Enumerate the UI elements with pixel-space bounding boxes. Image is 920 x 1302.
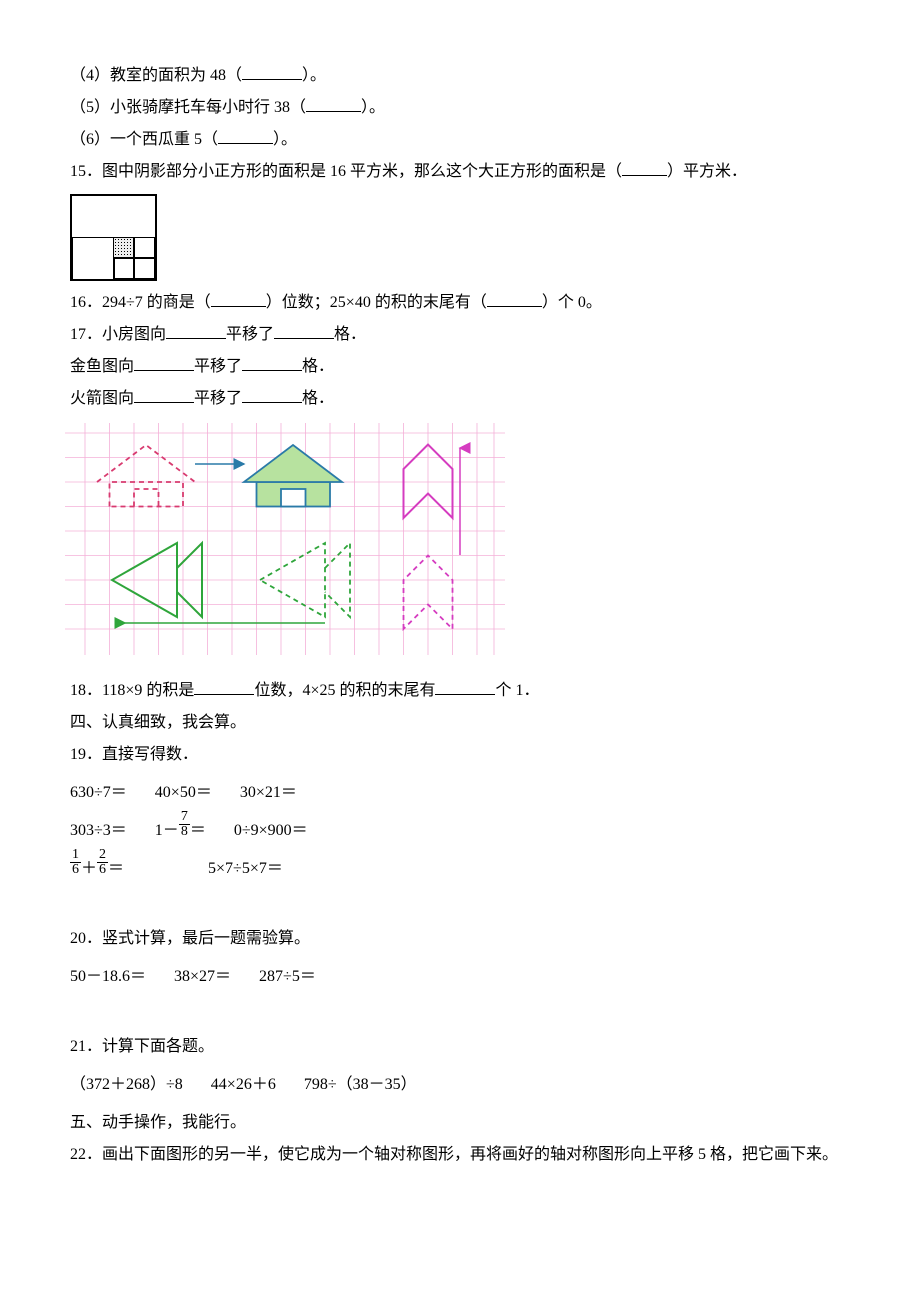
q14-6: （6）一个西瓜重 5（ ）。: [70, 124, 850, 156]
q19-r3-e1b: ＝: [108, 860, 124, 877]
q20-e2: 38×27＝: [174, 961, 231, 993]
q21-e3: 798÷（38－35）: [304, 1069, 417, 1101]
q14-5-text: （5）小张骑摩托车每小时行 38（: [70, 99, 306, 116]
frac-2-6: 26: [97, 848, 108, 877]
q17-l1c: 格．: [334, 326, 366, 343]
q17-l2a: 金鱼图向: [70, 358, 134, 375]
q20-e1: 50－18.6＝: [70, 961, 146, 993]
section5-title: 五、动手操作，我能行。: [70, 1107, 850, 1139]
q18: 18．118×9 的积是 位数，4×25 的积的末尾有 个 1．: [70, 675, 850, 707]
q17-l3: 火箭图向 平移了 格．: [70, 383, 850, 415]
q14-5: （5）小张骑摩托车每小时行 38（ ）。: [70, 92, 850, 124]
q17-l3c: 格．: [302, 390, 334, 407]
frac-1-6: 16: [70, 848, 81, 877]
q17-l1a: 17．小房图向: [70, 326, 166, 343]
q15-cell-r1: [133, 237, 155, 259]
q17-figure: [65, 423, 850, 667]
q17-l3a: 火箭图向: [70, 390, 134, 407]
q17-l2-blank2[interactable]: [242, 354, 302, 371]
q19-r1-e3: 30×21＝: [240, 777, 297, 809]
q19-row2: 303÷3＝ 1－78＝ 0÷9×900＝: [70, 815, 850, 847]
q17-l1: 17．小房图向 平移了 格．: [70, 319, 850, 351]
q15-text-a: 15．图中阴影部分小正方形的面积是 16 平方米，那么这个大正方形的面积是（: [70, 163, 622, 180]
q19-r2-e3: 0÷9×900＝: [234, 815, 308, 847]
frac-7-8-num: 7: [179, 810, 190, 824]
q21-e2: 44×26＋6: [211, 1069, 276, 1101]
q16-c: ）个 0。: [542, 294, 602, 311]
frac-2-6-den: 6: [97, 862, 108, 877]
q17-l3b: 平移了: [194, 390, 242, 407]
q19-r2-e2: 1－78＝: [155, 815, 206, 847]
q14-5-tail: ）。: [361, 99, 385, 116]
section4-title: 四、认真细致，我会算。: [70, 707, 850, 739]
q20-title: 20．竖式计算，最后一题需验算。: [70, 923, 850, 955]
q17-l3-blank2[interactable]: [242, 386, 302, 403]
q15-blank[interactable]: [622, 159, 667, 176]
q16-a: 16．294÷7 的商是（: [70, 294, 211, 311]
q17-l1b: 平移了: [226, 326, 274, 343]
q19-title: 19．直接写得数．: [70, 739, 850, 771]
q15: 15．图中阴影部分小正方形的面积是 16 平方米，那么这个大正方形的面积是（ ）平…: [70, 156, 850, 188]
q21-e1: （372＋268）÷8: [70, 1069, 183, 1101]
q21-row: （372＋268）÷8 44×26＋6 798÷（38－35）: [70, 1069, 850, 1101]
q15-cell-r3: [133, 257, 155, 279]
q14-4-blank[interactable]: [242, 63, 302, 80]
q17-l2-blank1[interactable]: [134, 354, 194, 371]
q15-cell-shaded: [113, 237, 135, 259]
q21-title: 21．计算下面各题。: [70, 1031, 850, 1063]
q18-blank2[interactable]: [435, 678, 495, 695]
q14-5-blank[interactable]: [306, 95, 361, 112]
frac-7-8-den: 8: [179, 824, 190, 839]
q14-4-tail: ）。: [302, 67, 326, 84]
q18-blank1[interactable]: [194, 678, 254, 695]
q15-text-b: ）平方米．: [667, 163, 747, 180]
q17-l2c: 格．: [302, 358, 334, 375]
house-solid: [244, 445, 342, 507]
q17-svg: [65, 423, 505, 655]
q14-6-tail: ）。: [273, 131, 297, 148]
q17-l1-blank1[interactable]: [166, 322, 226, 339]
q22: 22．画出下面图形的另一半，使它成为一个轴对称图形，再将画好的轴对称图形向上平移…: [70, 1139, 850, 1171]
q14-6-text: （6）一个西瓜重 5（: [70, 131, 218, 148]
q18-a: 18．118×9 的积是: [70, 682, 194, 699]
q16-blank2[interactable]: [487, 290, 542, 307]
q19-r2-e2a: 1－: [155, 822, 179, 839]
q20-row: 50－18.6＝ 38×27＝ 287÷5＝: [70, 961, 850, 993]
q17-l3-blank1[interactable]: [134, 386, 194, 403]
q15-cell-r2: [113, 257, 135, 279]
q17-l2b: 平移了: [194, 358, 242, 375]
q19-r1-e2: 40×50＝: [155, 777, 212, 809]
q17-l1-blank2[interactable]: [274, 322, 334, 339]
q19-row3: 16＋26＝ 5×7÷5×7＝: [70, 853, 850, 885]
q19-r2-e1: 303÷3＝: [70, 815, 127, 847]
frac-1-6-den: 6: [70, 862, 81, 877]
q15-big-square: [70, 194, 157, 281]
q19-r2-e2b: ＝: [190, 822, 206, 839]
q19-row1: 630÷7＝ 40×50＝ 30×21＝: [70, 777, 850, 809]
q16-b: ）位数；25×40 的积的末尾有（: [266, 294, 487, 311]
frac-7-8: 78: [179, 810, 190, 839]
q19-r1-e1: 630÷7＝: [70, 777, 127, 809]
q17-l2: 金鱼图向 平移了 格．: [70, 351, 850, 383]
frac-2-6-num: 2: [97, 848, 108, 862]
q16: 16．294÷7 的商是（ ）位数；25×40 的积的末尾有（ ）个 0。: [70, 287, 850, 319]
q14-4-text: （4）教室的面积为 48（: [70, 67, 242, 84]
frac-1-6-num: 1: [70, 848, 81, 862]
q15-cell-bl: [72, 237, 115, 280]
q19-r3-e1: 16＋26＝: [70, 853, 124, 885]
q14-6-blank[interactable]: [218, 127, 273, 144]
q19-r3-e2: 5×7÷5×7＝: [208, 853, 283, 885]
q18-b: 位数，4×25 的积的末尾有: [254, 682, 435, 699]
q16-blank1[interactable]: [211, 290, 266, 307]
house-dashed: [97, 445, 195, 507]
q20-e3: 287÷5＝: [259, 961, 316, 993]
q14-4: （4）教室的面积为 48（ ）。: [70, 60, 850, 92]
q18-c: 个 1．: [495, 682, 539, 699]
q19-r3-e1a: ＋: [81, 860, 97, 877]
q15-figure: [70, 194, 850, 281]
